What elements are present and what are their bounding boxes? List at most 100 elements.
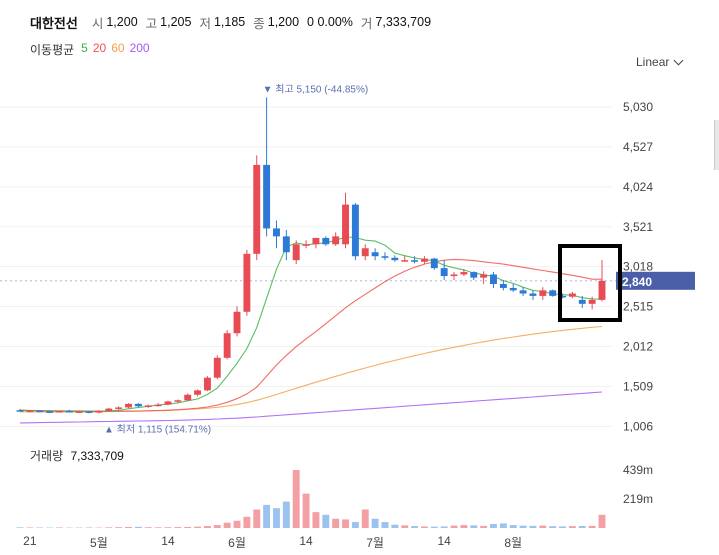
low-label: 저: [199, 16, 211, 31]
scale-select[interactable]: Linear: [636, 55, 684, 69]
candle-body: [450, 274, 458, 277]
candle-body: [519, 290, 527, 294]
candle-body: [539, 290, 547, 296]
x-tick-label: 14: [299, 534, 313, 548]
volume-title-value: 7,333,709: [70, 449, 124, 463]
volume-bar: [332, 518, 340, 528]
candle-body: [351, 204, 359, 257]
volume-bar: [322, 514, 330, 528]
x-tick-label: 21: [23, 534, 37, 548]
volume-bar: [480, 525, 488, 528]
volume-bar: [401, 525, 409, 528]
candle-body: [263, 164, 271, 229]
candle-body: [85, 411, 93, 413]
candle-body: [115, 407, 123, 409]
ma-legend-60[interactable]: 60: [111, 41, 125, 55]
y-tick-label: 1,006: [623, 419, 653, 433]
volume-bar: [371, 518, 379, 528]
open-label: 시: [91, 16, 104, 31]
stock-name: 대한전선: [30, 15, 78, 31]
change-value: 0 0.00%: [307, 15, 353, 29]
volume-bar: [184, 526, 192, 528]
y-tick-label: 1,509: [623, 379, 653, 393]
candle-body: [371, 252, 379, 257]
candle-body: [529, 293, 537, 296]
x-axis: 21 5월 14 6월 14 7월 14 8월: [0, 528, 719, 555]
y-tick-label: 3,018: [623, 260, 653, 274]
x-tick-label: 8월: [504, 536, 523, 550]
low-value: 1,185: [213, 15, 246, 29]
y-tick-label: 2,012: [623, 340, 653, 354]
candle-body: [411, 260, 419, 262]
candle-body: [65, 411, 73, 413]
volume-bar: [194, 526, 202, 528]
candle-body: [430, 258, 438, 269]
volume-bar: [302, 493, 310, 528]
x-tick-label: 5월: [90, 536, 108, 550]
price-chart[interactable]: 5,030 4,527 4,024 3,521 3,018 2,515 2,012 1,509…: [0, 76, 719, 438]
volume-bar: [499, 523, 507, 528]
x-tick-label: 6월: [228, 536, 246, 550]
candle-body: [134, 403, 142, 407]
volume-bar: [213, 525, 221, 528]
candle-body: [480, 274, 488, 278]
candle-body: [578, 299, 586, 304]
current-price-tag: [616, 271, 695, 290]
moving-average-ma60-line: [19, 325, 603, 413]
volume-bar: [351, 522, 359, 528]
candle-body: [95, 411, 103, 413]
candle-body: [154, 404, 162, 407]
volume-bar: [342, 519, 349, 528]
volume-bar: [598, 514, 606, 528]
volume-bar: [559, 526, 566, 528]
moving-average-ma5-line: [19, 236, 603, 413]
ma-legend-20[interactable]: 20: [92, 41, 107, 55]
candle-body: [164, 401, 172, 405]
volume-bar: [263, 504, 271, 528]
candle-body: [401, 260, 409, 262]
volume-bar: [203, 526, 211, 528]
scrollbar-edge[interactable]: [714, 120, 719, 170]
candle-body: [36, 410, 44, 413]
volume-chart[interactable]: 439m 219m: [0, 438, 719, 530]
volume-bar: [420, 526, 428, 528]
volume-bar: [105, 527, 113, 528]
ma-legend-200[interactable]: 200: [129, 41, 150, 55]
candle-body: [233, 311, 241, 334]
scale-select-value: Linear: [636, 55, 670, 69]
y-tick-label: 3,521: [623, 220, 653, 234]
volume-tick-label: 219m: [623, 492, 653, 506]
close-label: 종: [253, 16, 265, 31]
candle-body: [213, 357, 221, 378]
candle-body: [75, 411, 83, 413]
volume-bar: [460, 525, 468, 528]
volume-bar: [273, 508, 280, 528]
volume-bar: [361, 509, 369, 528]
candle-body: [470, 272, 478, 278]
candle-body: [568, 293, 576, 297]
candle-body: [184, 394, 192, 401]
candle-body: [26, 410, 34, 413]
volume-bar: [154, 527, 162, 528]
moving-average-ma20-line: [19, 258, 602, 412]
volume-bar: [470, 525, 478, 528]
ma-legend-5[interactable]: 5: [81, 41, 88, 55]
candle-body: [509, 287, 517, 291]
volume-bar: [450, 525, 458, 528]
volume-bar: [490, 524, 497, 528]
candle-body: [440, 268, 448, 277]
ma-legend-title: 이동평균: [30, 43, 75, 57]
candle-body: [273, 228, 280, 237]
volume-bar: [529, 525, 537, 528]
volume-bar: [253, 509, 261, 528]
highlight-box: [558, 244, 622, 322]
x-tick-label: 7월: [366, 536, 384, 550]
y-tick-label: 4,527: [623, 140, 653, 154]
candle-body: [292, 244, 300, 261]
candle-body: [194, 390, 202, 395]
volume-bar: [509, 525, 517, 528]
volume-bar: [223, 522, 231, 528]
volume-title: 거래량 7,333,709: [30, 447, 124, 464]
chevron-down-icon: [673, 55, 684, 65]
candle-body: [588, 299, 596, 304]
